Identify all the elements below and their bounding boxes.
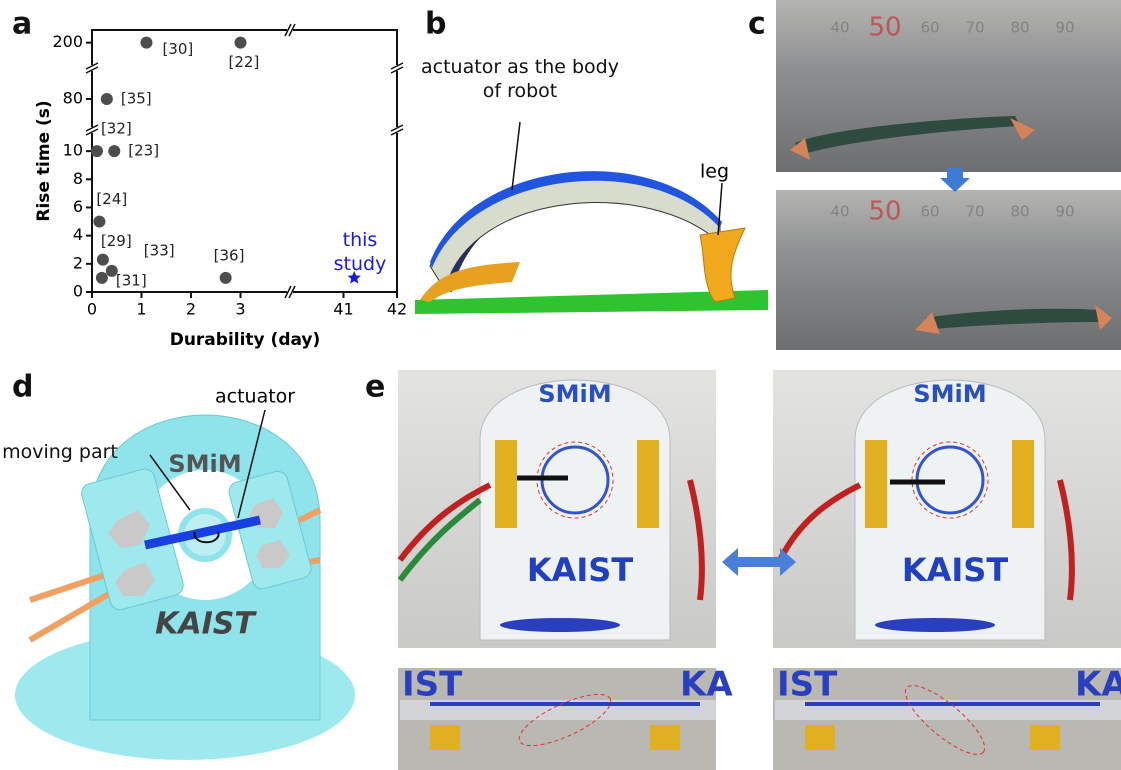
point-label: [22]: [229, 53, 260, 71]
point-label: [24]: [96, 190, 127, 208]
data-point: [108, 145, 120, 157]
logo: SMiM: [168, 450, 241, 478]
point-label: [31]: [116, 271, 147, 289]
ruler-label: 80: [1010, 203, 1029, 221]
ruler-label: 70: [965, 19, 984, 37]
y-tick-label: 200: [52, 32, 83, 51]
page: {"panel_labels": ["a", "b", "c", "d", "e…: [0, 0, 1121, 770]
point-label: [33]: [144, 241, 175, 259]
panel-label: a: [12, 7, 32, 42]
y-tick-label: 0: [73, 282, 83, 301]
data-point: [220, 272, 232, 284]
panel-label: c: [748, 7, 766, 42]
y-tick-label: 6: [73, 197, 83, 216]
actuator-label: actuator: [215, 386, 295, 408]
data-point: [140, 37, 152, 49]
logo: KA: [1075, 665, 1121, 705]
ruler-label: 60: [920, 19, 939, 37]
point-label: [23]: [128, 142, 159, 160]
photo-e: SMiM SMiM KAIST KAIST IST KA IST KA: [398, 370, 1121, 770]
y-tick-label: 2: [73, 253, 83, 272]
point-label: [32]: [101, 120, 132, 138]
figure: a b c d e Durability (day) Rise time (s)…: [0, 0, 1121, 770]
ruler-label: 40: [830, 19, 849, 37]
moving-part-label: moving part: [0, 440, 120, 464]
ruler-label: 80: [1010, 19, 1029, 37]
ruler-label: 60: [920, 203, 939, 221]
annotation: this study: [330, 228, 390, 276]
y-tick-label: 8: [73, 169, 83, 188]
data-point: [96, 272, 108, 284]
panel-label: e: [365, 370, 385, 405]
chart: Durability (day) Rise time (s) 024681080…: [34, 24, 407, 350]
x-tick-label: 1: [136, 300, 146, 319]
x-tick-label: 2: [186, 300, 196, 319]
ruler-label: 50: [868, 13, 901, 43]
point-label: [29]: [101, 232, 132, 250]
x-tick-label: 3: [235, 300, 245, 319]
y-tick-label: 10: [63, 141, 83, 160]
data-point: [93, 216, 105, 228]
ruler-label: 40: [830, 203, 849, 221]
logo: KAIST: [902, 551, 1009, 589]
panel-label: b: [425, 7, 446, 42]
robot-diagram: leg: [415, 122, 768, 314]
photo-c: 40 50 60 70 80 90 40 50 60 70 80 90: [776, 0, 1121, 350]
leg-label: leg: [700, 161, 729, 183]
logo: SMiM: [538, 380, 611, 408]
ruler-label: 90: [1055, 19, 1074, 37]
logo: KAIST: [527, 551, 634, 589]
ruler-label: 70: [965, 203, 984, 221]
ruler-label: 50: [868, 197, 901, 227]
y-tick-label: 4: [73, 225, 83, 244]
logo: SMiM: [913, 380, 986, 408]
y-tick-label: 80: [63, 89, 83, 108]
data-point: [235, 37, 247, 49]
data-point: [101, 93, 113, 105]
x-tick-label: 41: [333, 300, 353, 319]
ruler-label: 90: [1055, 203, 1074, 221]
point-label: [35]: [121, 90, 152, 108]
body-label: actuator as the body of robot: [420, 55, 620, 103]
logo: KAIST: [155, 607, 257, 642]
logo: IST: [777, 665, 838, 705]
x-tick-label: 42: [387, 300, 407, 319]
x-tick-label: 0: [87, 300, 97, 319]
logo: KA: [680, 665, 733, 705]
logo: IST: [402, 665, 463, 705]
data-point: [91, 145, 103, 157]
y-axis-label: Rise time (s): [34, 100, 54, 221]
panel-label: d: [12, 370, 33, 405]
data-point: [97, 254, 109, 266]
x-axis-label: Durability (day): [170, 330, 321, 350]
point-label: [36]: [214, 246, 245, 264]
point-label: [30]: [162, 40, 193, 58]
